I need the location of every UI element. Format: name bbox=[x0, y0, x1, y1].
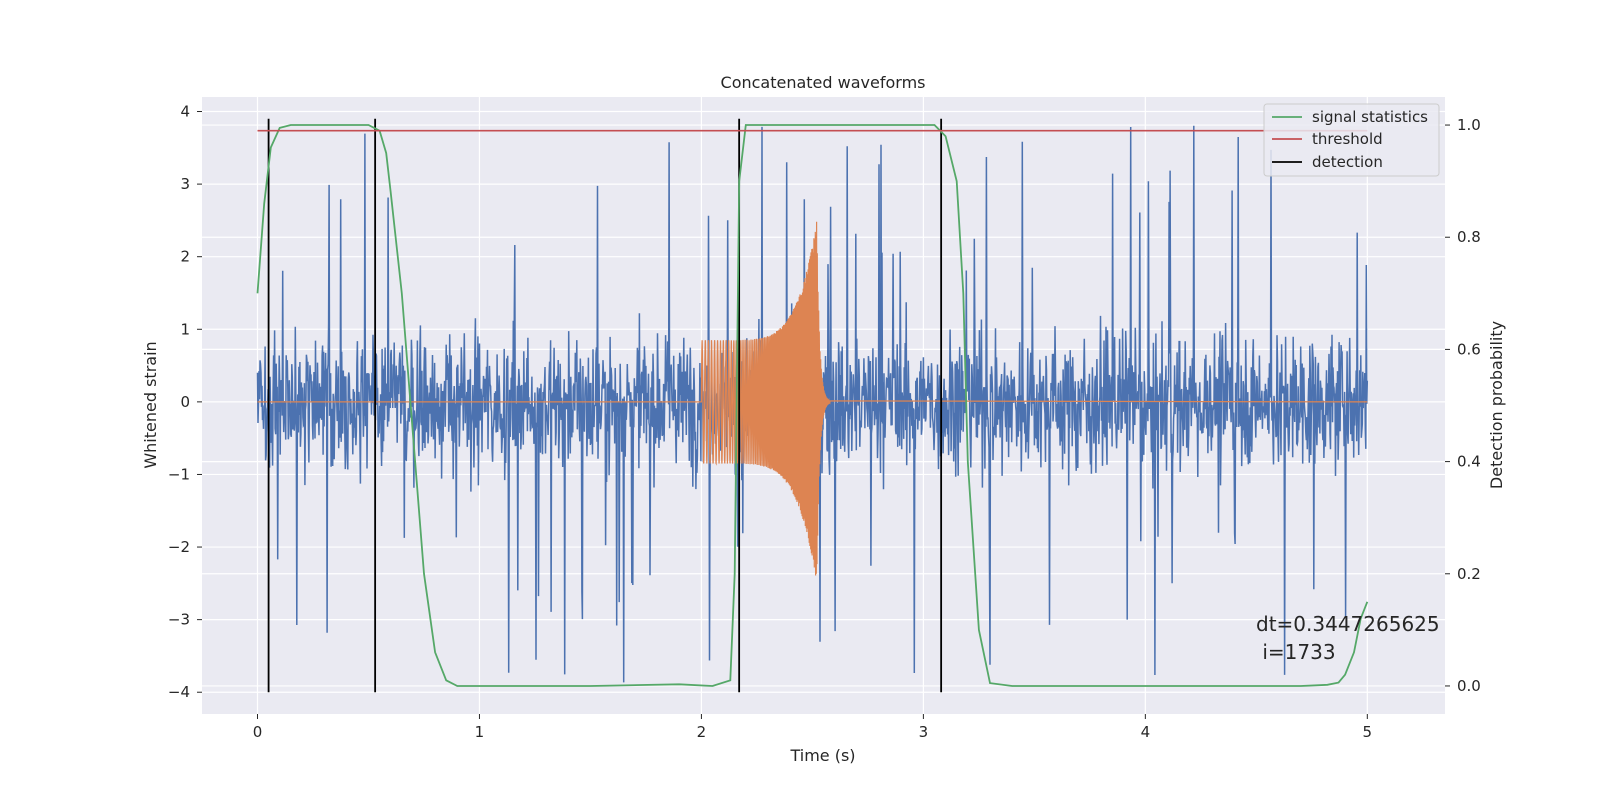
y-tick-label: 1 bbox=[180, 320, 190, 338]
y2-tick-label: 0.6 bbox=[1457, 340, 1481, 358]
annotation-dt: dt=0.3447265625 bbox=[1256, 612, 1440, 636]
x-tick-label: 1 bbox=[475, 723, 485, 741]
plot-area bbox=[256, 118, 1369, 693]
x-tick-label: 0 bbox=[253, 723, 263, 741]
y2-axis-ticks: 0.0 0.2 0.4 0.6 0.8 1.0 bbox=[1445, 116, 1481, 695]
x-tick-label: 4 bbox=[1141, 723, 1151, 741]
x-tick-label: 2 bbox=[697, 723, 707, 741]
y-tick-label: −4 bbox=[168, 683, 190, 701]
y2-tick-label: 0.8 bbox=[1457, 228, 1481, 246]
x-tick-label: 5 bbox=[1363, 723, 1373, 741]
y-axis-label: Whitened strain bbox=[141, 341, 160, 468]
y2-tick-label: 1.0 bbox=[1457, 116, 1481, 134]
y2-tick-label: 0.2 bbox=[1457, 565, 1481, 583]
y-tick-label: 2 bbox=[180, 248, 190, 266]
y2-tick-label: 0.4 bbox=[1457, 453, 1481, 471]
y-tick-label: −1 bbox=[168, 465, 190, 483]
y-axis-ticks: −4 −3 −2 −1 0 1 2 3 4 bbox=[168, 103, 202, 701]
y2-axis-label: Detection probability bbox=[1487, 321, 1506, 489]
x-tick-label: 3 bbox=[919, 723, 929, 741]
x-axis-label: Time (s) bbox=[789, 746, 855, 765]
y-tick-label: −3 bbox=[168, 611, 190, 629]
y-tick-label: −2 bbox=[168, 538, 190, 556]
legend-box bbox=[1263, 103, 1440, 177]
y-tick-label: 4 bbox=[180, 103, 190, 121]
y-tick-label: 3 bbox=[180, 175, 190, 193]
chart-title: Concatenated waveforms bbox=[721, 73, 926, 92]
annotation-index: i=1733 bbox=[1256, 640, 1336, 664]
legend-label-signal-statistics: signal statistics bbox=[1312, 108, 1428, 126]
injected-signal-line bbox=[257, 221, 1368, 576]
legend-label-detection: detection bbox=[1312, 153, 1383, 171]
y-tick-label: 0 bbox=[180, 393, 190, 411]
x-axis-ticks: 0 1 2 3 4 5 bbox=[253, 714, 1372, 741]
y2-tick-label: 0.0 bbox=[1457, 677, 1481, 695]
signal-statistics-line bbox=[256, 124, 1369, 687]
legend-label-threshold: threshold bbox=[1312, 130, 1383, 148]
legend: signal statistics threshold detection bbox=[1263, 103, 1440, 177]
